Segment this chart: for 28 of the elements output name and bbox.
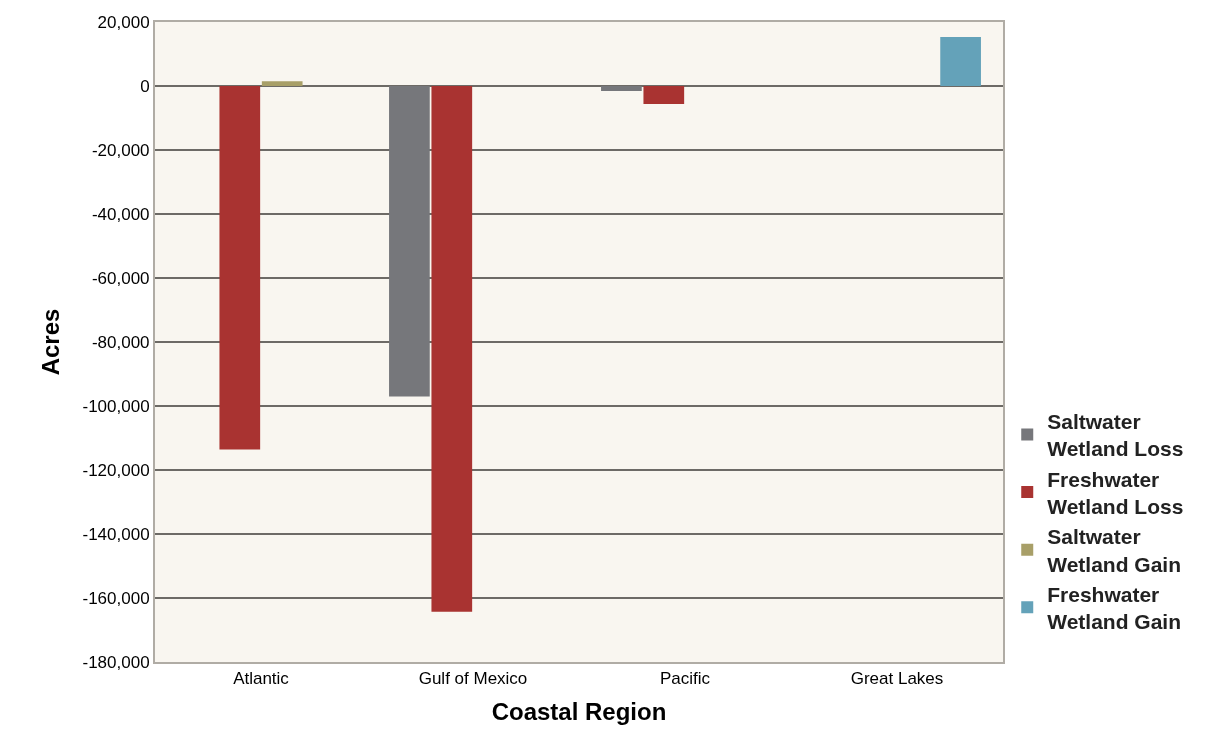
- bar: [389, 86, 430, 397]
- bar: [219, 86, 261, 450]
- y-tick-label: -80,000: [91, 332, 150, 352]
- x-tick-label: Pacific: [659, 669, 711, 689]
- y-tick-label: -60,000: [91, 268, 150, 288]
- y-tick-label: -140,000: [82, 524, 150, 544]
- y-tick-label: -40,000: [91, 204, 150, 224]
- y-tick-label: -20,000: [91, 140, 150, 160]
- y-tick-label: 20,000: [97, 12, 150, 32]
- bar: [261, 81, 303, 86]
- y-tick-label: -160,000: [82, 588, 150, 608]
- y-tick-label: 0: [140, 76, 150, 96]
- legend-label: Freshwater Wetland Loss: [1047, 467, 1184, 518]
- x-tick-label: Great Lakes: [850, 669, 944, 689]
- bar: [431, 86, 473, 612]
- x-tick-label: Atlantic: [233, 669, 290, 689]
- legend-label: Saltwater Wetland Gain: [1047, 525, 1182, 576]
- y-tick-label: -100,000: [82, 396, 150, 416]
- bar: [643, 86, 685, 104]
- y-axis-title: Acres: [37, 308, 65, 376]
- legend-label: Saltwater Wetland Loss: [1047, 410, 1184, 461]
- x-axis-title: Coastal Region: [491, 698, 667, 726]
- legend-label: Freshwater Wetland Gain: [1047, 582, 1182, 634]
- bar: [940, 37, 981, 86]
- x-tick-label: Gulf of Mexico: [418, 669, 528, 689]
- bar: [601, 86, 642, 92]
- y-tick-label: -120,000: [82, 460, 150, 480]
- y-tick-label: -180,000: [82, 652, 150, 672]
